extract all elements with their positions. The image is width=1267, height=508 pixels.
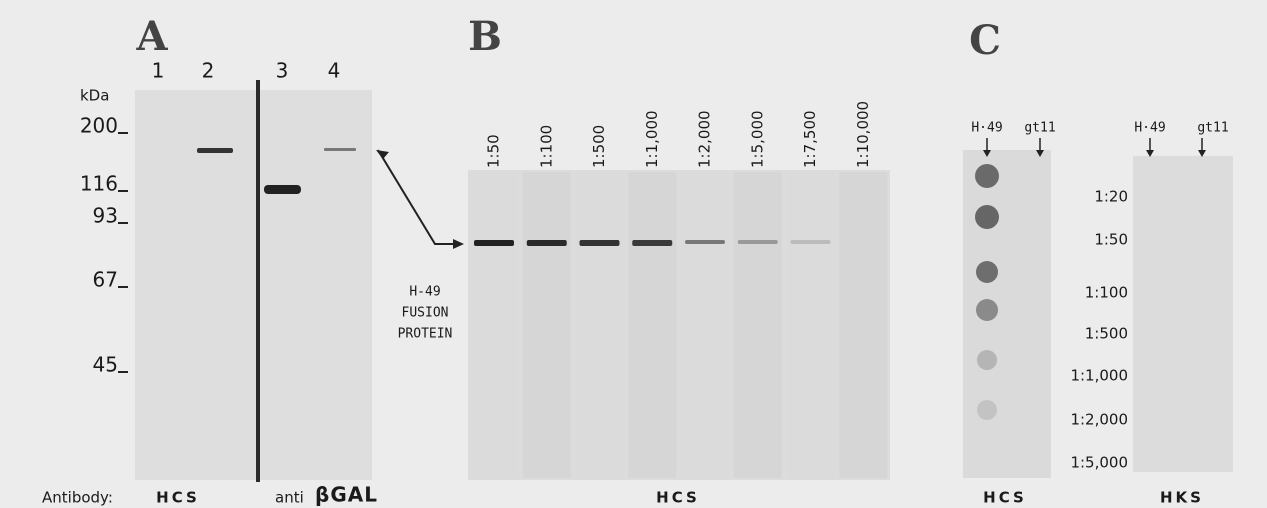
antibody-prefix: anti bbox=[275, 489, 304, 507]
dilution: 1:50 bbox=[1094, 231, 1128, 249]
clone-arrows bbox=[986, 138, 1203, 153]
dilution: 1:100 bbox=[1085, 284, 1128, 302]
lane bbox=[522, 172, 571, 478]
dot bbox=[975, 164, 999, 188]
clone: H·49 bbox=[1134, 121, 1165, 136]
arrowhead bbox=[983, 150, 1206, 157]
antibody: HCS bbox=[983, 489, 1027, 507]
band bbox=[632, 240, 673, 246]
dilution: 1:50 bbox=[485, 134, 503, 168]
marker: 200 bbox=[80, 114, 118, 138]
dilution: 1:5,000 bbox=[748, 110, 766, 168]
antibody: βGAL bbox=[315, 483, 378, 507]
lane bbox=[681, 172, 729, 478]
panel-label: B bbox=[468, 13, 502, 60]
clone-arrowheads bbox=[983, 150, 1206, 157]
dots bbox=[975, 164, 999, 420]
band bbox=[685, 240, 725, 244]
dilution: 1:2,000 bbox=[696, 110, 714, 168]
dilution: 1:500 bbox=[590, 125, 608, 168]
lane bbox=[470, 172, 518, 478]
lane bbox=[839, 172, 888, 478]
dot bbox=[977, 350, 997, 370]
dilution: 1:1,000 bbox=[643, 110, 661, 168]
panel-label: A bbox=[135, 13, 168, 60]
dilution: 1:2,000 bbox=[1070, 411, 1128, 429]
dot bbox=[975, 205, 999, 229]
annotation: FUSION bbox=[402, 306, 449, 321]
lane-number: 3 bbox=[276, 59, 289, 83]
dilution: 1:1,000 bbox=[1070, 367, 1128, 385]
band bbox=[579, 240, 620, 246]
lanes bbox=[470, 172, 888, 478]
marker: 67 bbox=[93, 268, 118, 292]
dot bbox=[976, 299, 998, 321]
dilution: 1:7,500 bbox=[801, 110, 819, 168]
clone: gt11 bbox=[1024, 121, 1055, 136]
clone: H·49 bbox=[971, 121, 1002, 136]
band bbox=[474, 240, 514, 246]
annotation: PROTEIN bbox=[398, 327, 453, 342]
band bbox=[526, 240, 567, 246]
lane bbox=[786, 172, 835, 478]
marker: 45 bbox=[93, 353, 118, 377]
dilution: 1:20 bbox=[1094, 188, 1128, 206]
dot bbox=[976, 261, 998, 283]
dilution: 1:100 bbox=[537, 125, 555, 168]
clone: gt11 bbox=[1197, 121, 1228, 136]
annotation: H-49 bbox=[409, 285, 440, 300]
band bbox=[264, 185, 301, 194]
blot-c2 bbox=[1133, 156, 1233, 472]
band bbox=[790, 240, 831, 244]
antibody-label: Antibody: bbox=[42, 489, 113, 507]
dilution: 1:10,000 bbox=[854, 101, 872, 168]
unit: kDa bbox=[80, 87, 109, 105]
lane bbox=[733, 172, 782, 478]
blot-a bbox=[135, 90, 372, 480]
band bbox=[197, 148, 233, 153]
antibody: HCS bbox=[656, 489, 700, 507]
lane-number: 4 bbox=[328, 59, 341, 83]
lane bbox=[628, 172, 677, 478]
lane-number: 2 bbox=[202, 59, 215, 83]
marker: 93 bbox=[93, 204, 118, 228]
antibody: HCS bbox=[156, 489, 200, 507]
band bbox=[324, 148, 356, 151]
dilution: 1:500 bbox=[1085, 325, 1128, 343]
lane bbox=[575, 172, 624, 478]
lane-number: 1 bbox=[152, 59, 165, 83]
panel-label: C bbox=[969, 17, 1001, 64]
marker: 116 bbox=[80, 172, 118, 196]
antibody: HKS bbox=[1160, 489, 1204, 507]
band bbox=[737, 240, 778, 244]
dot bbox=[977, 400, 997, 420]
blot-c1 bbox=[963, 150, 1051, 478]
dilution: 1:5,000 bbox=[1070, 454, 1128, 472]
arrow-lines bbox=[986, 138, 1203, 153]
